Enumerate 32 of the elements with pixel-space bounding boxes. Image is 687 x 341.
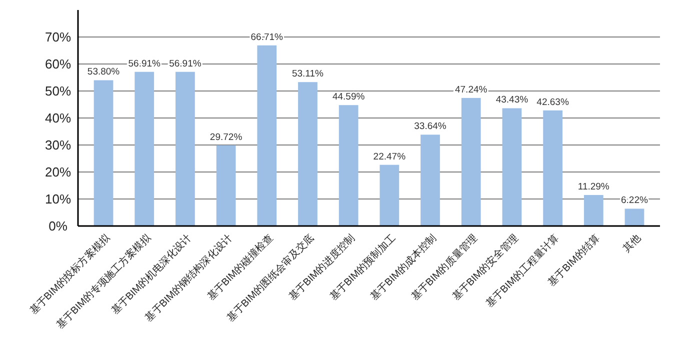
data-label: 43.43% [496, 94, 529, 106]
y-tick-label: 10% [44, 192, 72, 207]
y-tick-label: 50% [44, 84, 72, 99]
data-label: 33.64% [414, 121, 447, 132]
bar [257, 45, 277, 226]
data-label: 53.11% [292, 68, 324, 80]
y-tick-label: 60% [44, 56, 72, 72]
bar [298, 82, 318, 226]
y-tick-label: 70% [44, 30, 72, 45]
y-tick-label: 40% [44, 110, 72, 126]
data-label: 42.63% [536, 96, 570, 108]
data-label: 11.29% [578, 182, 610, 193]
data-label: 44.59% [332, 92, 366, 103]
bar [94, 80, 114, 226]
bar [624, 208, 644, 226]
y-tick-label: 20% [44, 164, 72, 180]
bar [543, 110, 562, 226]
data-label: 53.80% [87, 66, 120, 78]
data-label: 29.72% [210, 132, 243, 143]
bar [216, 145, 236, 226]
bar [134, 72, 154, 226]
bar [380, 164, 400, 226]
x-tick-label: 其他 [620, 232, 644, 255]
bar [461, 98, 481, 226]
y-tick-label: 30% [44, 138, 72, 153]
bar [338, 105, 358, 226]
bar [584, 195, 604, 226]
y-tick-label: 0% [48, 218, 68, 234]
bar [420, 134, 440, 226]
bar [176, 72, 195, 226]
data-label: 22.47% [373, 151, 406, 162]
bar [502, 108, 522, 226]
